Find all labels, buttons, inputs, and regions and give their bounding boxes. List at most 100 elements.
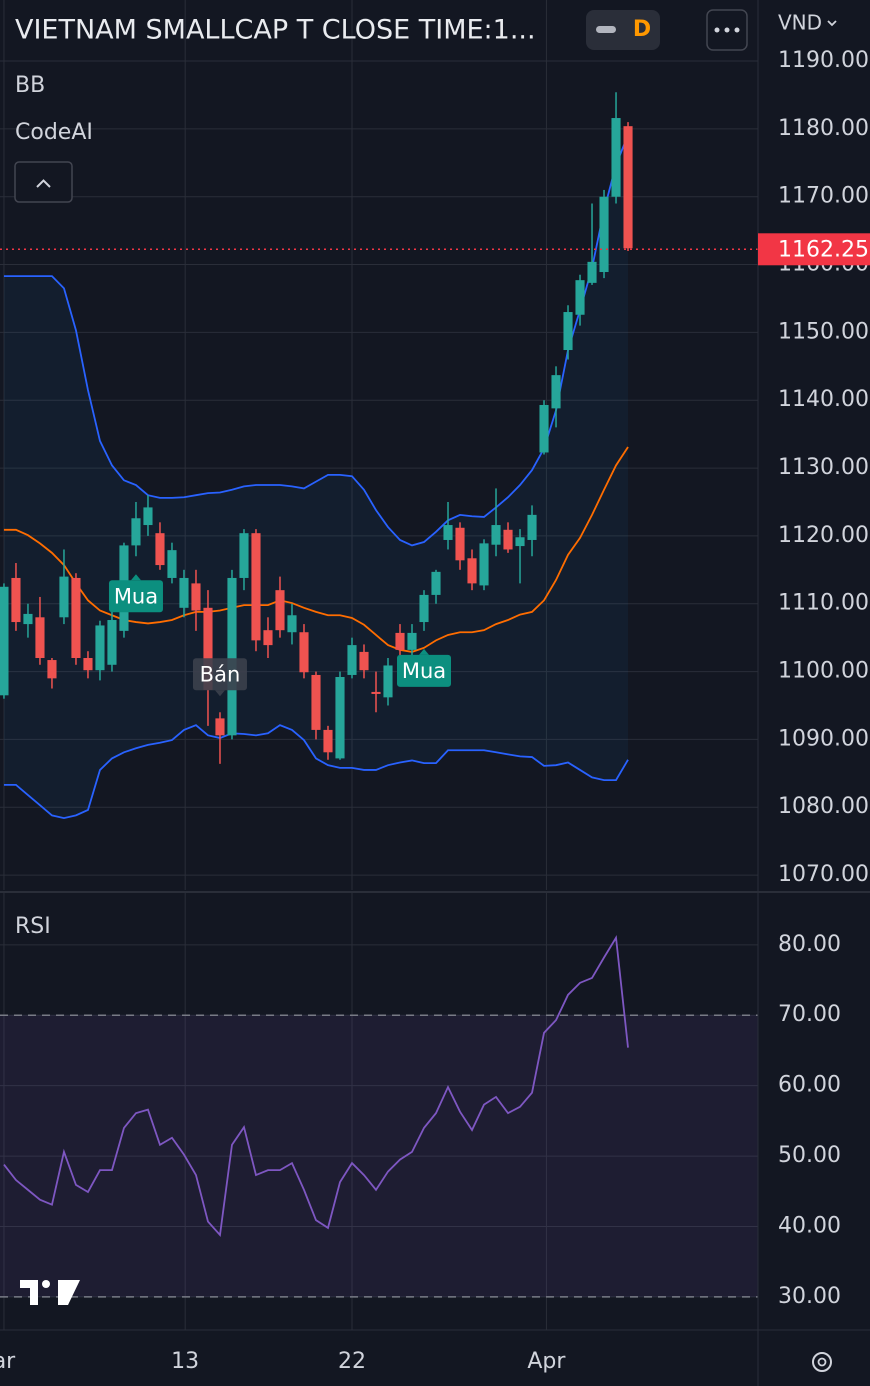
interval: D [633, 17, 651, 42]
signal-pointer [419, 648, 430, 655]
candle-body [431, 571, 441, 595]
indicator-label: BB [15, 73, 45, 98]
logo [20, 1280, 80, 1305]
candle-body [71, 577, 81, 659]
dot [714, 27, 720, 33]
candle-body [443, 525, 453, 540]
candle-body [527, 514, 537, 540]
x-tick-label: Apr [527, 1349, 566, 1374]
candle-body [503, 529, 513, 550]
candle-body [11, 577, 21, 623]
y-tick-label: 1080.00 [778, 794, 869, 819]
toggle-icon [596, 26, 616, 33]
gear-center [817, 1357, 827, 1367]
y-tick-label: 1100.00 [778, 659, 869, 684]
candle-body [371, 691, 381, 694]
interval-toggle[interactable]: D [586, 10, 660, 50]
chevron [827, 20, 837, 27]
candle-body [59, 576, 69, 618]
y-tick-label: 1110.00 [778, 591, 869, 616]
candle-body [515, 537, 525, 547]
rsi-tick-label: 40.00 [778, 1213, 841, 1238]
rsi-tick-label: 60.00 [778, 1073, 841, 1098]
currency: VND [778, 11, 822, 35]
settings-button[interactable] [812, 1352, 832, 1372]
collapse-frame [14, 161, 73, 203]
last-price-label: 1162.25 [778, 237, 869, 262]
candle-body [551, 375, 561, 409]
signal-box [108, 580, 163, 613]
more-button[interactable] [706, 9, 748, 51]
toggle-bg [586, 10, 660, 50]
candle-body [611, 118, 621, 197]
candle-body [587, 261, 597, 283]
y-tick-label: 1150.00 [778, 319, 869, 344]
y-tick-label: 1140.00 [778, 387, 869, 412]
logo-part [42, 1280, 50, 1288]
signal-pointer [130, 574, 141, 581]
candle-body [599, 196, 609, 273]
y-tick-label: 1130.00 [778, 455, 869, 480]
logo-part [58, 1280, 80, 1305]
rsi-band [0, 1015, 758, 1297]
candle-body [623, 126, 633, 249]
candle-body [383, 665, 393, 698]
x-tick-label: 13 [171, 1349, 199, 1374]
candle-body [359, 651, 369, 671]
candle-body [395, 632, 405, 650]
y-tick-label: 1120.00 [778, 523, 869, 548]
signal-label: Mua [114, 584, 158, 608]
candle-body [83, 658, 93, 671]
candle-body [575, 280, 585, 315]
logo-part [20, 1280, 38, 1305]
plot: Mua Bán Mua [0, 92, 758, 1298]
bb-fill [3, 134, 629, 819]
collapse-button[interactable] [14, 161, 73, 203]
rsi-tick-label: 30.00 [778, 1284, 841, 1309]
candle-body [467, 558, 477, 584]
candle-body [299, 632, 309, 673]
candle-body [251, 533, 261, 641]
chevron-up [36, 179, 51, 188]
indicator-label: CodeAI [15, 120, 93, 145]
y-tick-label: 1190.00 [778, 48, 869, 73]
candle-body [155, 533, 165, 566]
candle-body [455, 527, 465, 561]
candle-body [491, 525, 501, 545]
signal-label: Mua [402, 659, 446, 683]
candle-body [419, 594, 429, 623]
y-tick-label: 1090.00 [778, 726, 869, 751]
candle-body [275, 590, 285, 631]
bb-middle [3, 446, 629, 653]
candle-body [227, 577, 237, 736]
candle-body [167, 550, 177, 578]
candle-body [215, 718, 225, 736]
chart-title: VIETNAM SMALLCAP T CLOSE TIME:1... [15, 15, 536, 46]
candle-body [263, 630, 273, 646]
signal-box [397, 654, 452, 687]
candle-body [287, 615, 297, 633]
candle-body [23, 613, 33, 625]
rsi-title: RSI [15, 914, 51, 939]
rsi-tick-label: 80.00 [778, 932, 841, 957]
candle-body [239, 533, 249, 578]
candle-body [95, 625, 105, 671]
last-price-box [758, 233, 870, 266]
bb-lower [3, 724, 629, 820]
candle-body [203, 607, 213, 690]
candle-body [107, 620, 117, 665]
currency-button[interactable]: VND [778, 11, 837, 35]
dot [724, 27, 730, 33]
candle-body [179, 577, 189, 608]
candle-body [0, 586, 9, 696]
candle-body [323, 729, 333, 753]
bb-upper [3, 134, 629, 547]
more-button-frame [706, 9, 748, 51]
signal-label: Bán [200, 662, 241, 686]
candle-body [563, 312, 573, 351]
candle-body [539, 404, 549, 453]
rsi-tick-label: 50.00 [778, 1143, 841, 1168]
